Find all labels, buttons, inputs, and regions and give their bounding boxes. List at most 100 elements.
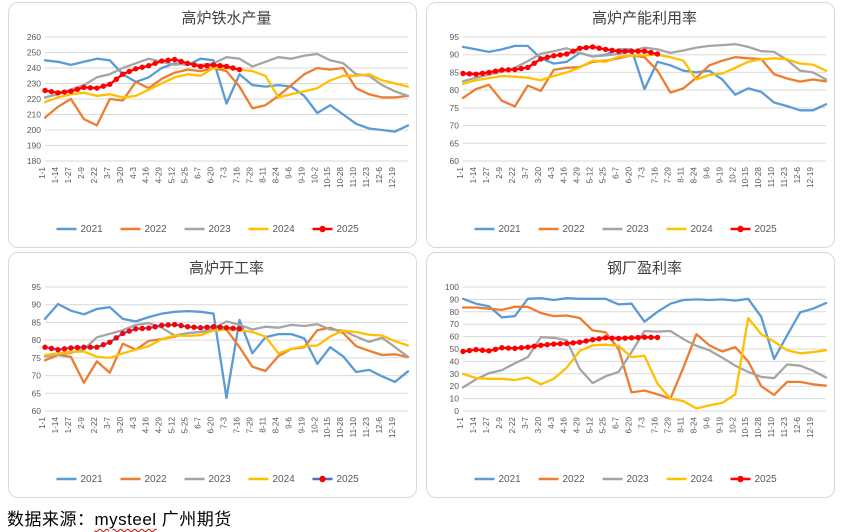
y-tick-label: 180 bbox=[27, 156, 41, 166]
series-marker-2025 bbox=[622, 335, 628, 341]
y-tick-label: 210 bbox=[27, 110, 41, 120]
x-tick-label: 10-2 bbox=[728, 167, 737, 184]
legend-label-2025: 2025 bbox=[755, 224, 778, 235]
legend-label-2024: 2024 bbox=[273, 224, 296, 235]
series-marker-2025 bbox=[466, 71, 473, 77]
x-tick-label: 6-7 bbox=[194, 417, 203, 429]
series-marker-2025 bbox=[544, 54, 550, 61]
x-tick-label: 11-10 bbox=[767, 417, 776, 438]
y-tick-label: 260 bbox=[27, 32, 41, 42]
x-tick-label: 9-6 bbox=[702, 417, 711, 429]
series-marker-2025 bbox=[230, 65, 236, 71]
caption-suffix: 广州期货 bbox=[156, 510, 232, 529]
x-tick-label: 8-24 bbox=[689, 417, 698, 434]
x-tick-label: 3-20 bbox=[116, 167, 125, 184]
series-marker-2025 bbox=[191, 62, 197, 68]
x-tick-label: 7-16 bbox=[650, 417, 659, 434]
x-tick-label: 5-12 bbox=[168, 417, 177, 434]
x-tick-label: 1-1 bbox=[456, 417, 465, 429]
chart-title: 高炉产能利用率 bbox=[592, 10, 697, 27]
x-tick-label: 4-3 bbox=[129, 417, 138, 429]
series-marker-2025 bbox=[210, 62, 217, 68]
legend-marker-2025 bbox=[319, 475, 326, 483]
x-tick-label: 10-2 bbox=[728, 417, 737, 434]
x-tick-label: 7-16 bbox=[232, 167, 241, 184]
series-marker-2025 bbox=[615, 48, 622, 54]
series-marker-2025 bbox=[525, 64, 531, 71]
x-tick-label: 10-28 bbox=[754, 167, 763, 188]
series-marker-2025 bbox=[48, 88, 55, 95]
series-line-2022 bbox=[461, 305, 828, 400]
y-tick-label: 95 bbox=[32, 282, 42, 292]
y-tick-label: 90 bbox=[450, 294, 460, 304]
x-tick-label: 3-20 bbox=[116, 417, 125, 434]
series-marker-2025 bbox=[479, 347, 486, 353]
series-line-2023 bbox=[43, 52, 410, 99]
x-tick-label: 9-19 bbox=[715, 417, 724, 434]
series-marker-2025 bbox=[152, 60, 158, 67]
series-marker-2025 bbox=[191, 324, 197, 330]
x-tick-label: 11-10 bbox=[349, 417, 358, 438]
x-tick-label: 2-22 bbox=[90, 167, 99, 184]
x-tick-label: 12-6 bbox=[793, 167, 802, 184]
y-tick-label: 70 bbox=[450, 121, 460, 131]
x-tick-label: 12-19 bbox=[806, 417, 815, 438]
x-tick-label: 10-2 bbox=[310, 167, 319, 184]
y-tick-label: 85 bbox=[450, 67, 460, 77]
series-marker-2025 bbox=[589, 337, 596, 343]
legend-item-2021: 2021 bbox=[56, 224, 103, 235]
x-tick-label: 10-28 bbox=[754, 417, 763, 438]
series-marker-2025 bbox=[622, 48, 628, 54]
series-marker-2025 bbox=[609, 47, 615, 53]
series-marker-2025 bbox=[583, 44, 589, 51]
series-marker-2025 bbox=[55, 90, 61, 96]
legend-item-2022: 2022 bbox=[538, 474, 585, 485]
legend-marker-2025 bbox=[319, 225, 326, 233]
series-marker-2025 bbox=[641, 334, 648, 340]
x-tick-label: 9-6 bbox=[284, 167, 293, 179]
x-tick-label: 1-27 bbox=[482, 167, 491, 184]
series-marker-2025 bbox=[61, 89, 68, 95]
series-marker-2025 bbox=[544, 341, 550, 348]
series-line-2023 bbox=[461, 329, 828, 389]
series-marker-2025 bbox=[628, 335, 635, 341]
series-line-2021 bbox=[461, 44, 828, 112]
y-tick-label: 190 bbox=[27, 141, 41, 151]
series-marker-2025 bbox=[139, 325, 145, 332]
y-tick-label: 40 bbox=[450, 356, 460, 366]
series-marker-2025 bbox=[171, 321, 178, 328]
y-tick-label: 95 bbox=[450, 32, 460, 42]
series-marker-2025 bbox=[615, 335, 622, 342]
y-tick-label: 80 bbox=[450, 307, 460, 317]
series-marker-2025 bbox=[87, 344, 94, 350]
y-tick-label: 200 bbox=[27, 125, 41, 135]
x-tick-label: 10-2 bbox=[310, 417, 319, 434]
x-tick-label: 11-10 bbox=[767, 167, 776, 188]
x-tick-label: 1-14 bbox=[51, 417, 60, 434]
series-line-2021 bbox=[461, 297, 828, 361]
x-tick-label: 4-29 bbox=[155, 167, 164, 184]
chart-title: 钢厂盈利率 bbox=[607, 260, 682, 277]
series-marker-2025 bbox=[654, 51, 661, 57]
series-marker-2025 bbox=[531, 60, 538, 66]
x-tick-label: 8-11 bbox=[676, 167, 685, 183]
series-marker-2025 bbox=[596, 45, 602, 51]
series-marker-2025 bbox=[94, 85, 100, 91]
series-marker-2025 bbox=[492, 68, 499, 74]
x-tick-label: 7-29 bbox=[245, 417, 254, 434]
series-marker-2025 bbox=[518, 345, 525, 351]
hot-metal-output-chart-canvas: 180 190 200 210 220 230 240 250 260 1-1 1-14 1-27 2-… bbox=[27, 10, 410, 235]
x-tick-label: 1-14 bbox=[469, 167, 478, 184]
legend-label-2023: 2023 bbox=[209, 474, 232, 485]
y-tick-label: 60 bbox=[450, 332, 460, 342]
legend-item-2023: 2023 bbox=[602, 224, 649, 235]
x-tick-label: 1-1 bbox=[456, 167, 465, 179]
x-tick-label: 12-19 bbox=[388, 167, 397, 188]
series-marker-2025 bbox=[576, 45, 583, 52]
series-marker-2025 bbox=[531, 343, 538, 349]
series-marker-2025 bbox=[512, 345, 518, 352]
x-tick-label: 3-7 bbox=[521, 417, 530, 429]
y-tick-label: 230 bbox=[27, 79, 41, 89]
y-tick-label: 250 bbox=[27, 48, 41, 58]
series-marker-2025 bbox=[486, 69, 492, 76]
